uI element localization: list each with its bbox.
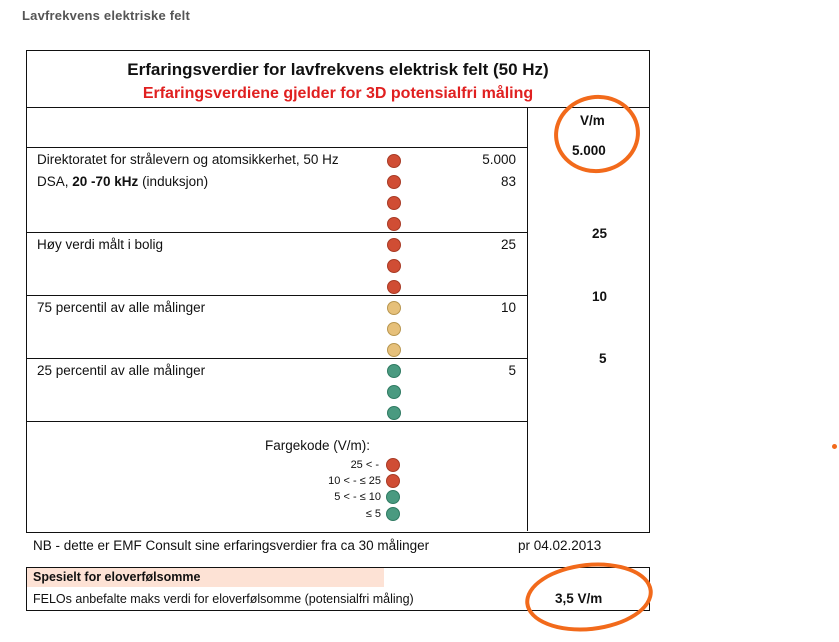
note-date: pr 04.02.2013: [518, 538, 602, 553]
row-divider: [27, 358, 527, 359]
indicator-dot-amber: [387, 322, 401, 336]
table-title: Erfaringsverdier for lavfrekvens elektri…: [127, 60, 549, 79]
indicator-dot-red: [387, 238, 401, 252]
row-label-dsa-khz: DSA, 20 -70 kHz (induksjon): [37, 174, 209, 189]
legend-dot-green: [386, 490, 400, 504]
indicator-dot-green: [387, 385, 401, 399]
legend-dot-red: [386, 458, 400, 472]
indicator-dot-amber: [387, 343, 401, 357]
page-title: Lavfrekvens elektriske felt: [22, 8, 190, 23]
legend-label: 10 < - ≤ 25: [328, 475, 381, 487]
annotation-dot: [832, 444, 837, 449]
legend-label: 5 < - ≤ 10: [334, 491, 381, 503]
row-label-dsa-50hz: Direktoratet for strålevern og atomsikke…: [37, 152, 339, 167]
row-label-75-percentile: 75 percentil av alle målinger: [37, 300, 206, 315]
indicator-dot-red: [387, 259, 401, 273]
right-value-5: 5: [599, 351, 607, 366]
legend-label: ≤ 5: [365, 508, 381, 520]
row-divider: [27, 421, 527, 422]
special-header: Spesielt for eloverfølsomme: [33, 570, 201, 584]
row-divider: [27, 232, 527, 233]
special-value: 3,5 V/m: [555, 591, 603, 606]
row-divider: [27, 147, 527, 148]
special-header-highlight: [27, 568, 384, 587]
unit-header: V/m: [580, 113, 605, 128]
indicator-dot-red: [387, 196, 401, 210]
row-divider: [27, 295, 527, 296]
row-value: 5: [508, 363, 516, 378]
indicator-dot-red: [387, 175, 401, 189]
right-value-10: 10: [592, 289, 608, 304]
note-text: NB - dette er EMF Consult sine erfarings…: [33, 538, 430, 553]
legend-label: 25 < -: [350, 459, 379, 471]
row-label-25-percentile: 25 percentil av alle målinger: [37, 363, 206, 378]
legend-dot-green: [386, 507, 400, 521]
indicator-dot-red: [387, 217, 401, 231]
table-subtitle: Erfaringsverdiene gjelder for 3D potensi…: [142, 85, 534, 102]
header-divider: [27, 107, 649, 108]
indicator-dot-green: [387, 406, 401, 420]
row-value: 83: [500, 174, 516, 189]
values-table: Erfaringsverdier for lavfrekvens elektri…: [26, 50, 650, 533]
row-label-high-value: Høy verdi målt i bolig: [37, 237, 164, 252]
indicator-dot-amber: [387, 301, 401, 315]
legend-title: Fargekode (V/m):: [265, 438, 371, 453]
right-value-25: 25: [592, 226, 608, 241]
special-box: [26, 567, 650, 611]
row-value: 5.000: [482, 152, 516, 167]
right-value-5000: 5.000: [572, 143, 606, 158]
indicator-dot-green: [387, 364, 401, 378]
column-divider: [527, 107, 528, 531]
special-text: FELOs anbefalte maks verdi for eloverføl…: [33, 592, 414, 606]
legend-dot-red: [386, 474, 400, 488]
indicator-dot-red: [387, 154, 401, 168]
row-value: 10: [500, 300, 516, 315]
indicator-dot-red: [387, 280, 401, 294]
row-value: 25: [500, 237, 516, 252]
